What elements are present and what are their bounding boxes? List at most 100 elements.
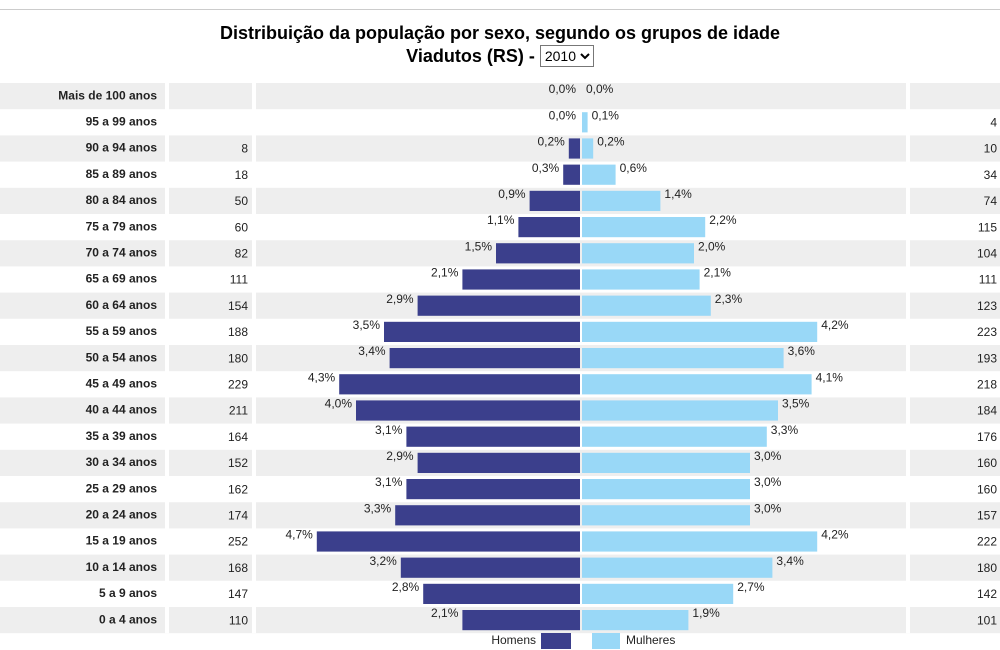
count-label: 60 xyxy=(235,220,249,234)
male-bar xyxy=(389,348,580,369)
female-bar xyxy=(582,138,594,159)
count-label: 160 xyxy=(977,456,997,470)
percent-label: 3,5% xyxy=(782,397,810,411)
percent-label: 3,4% xyxy=(358,344,386,358)
female-bar xyxy=(582,190,661,211)
female-bar xyxy=(582,610,689,631)
column-gap xyxy=(906,83,910,634)
male-bar xyxy=(316,531,580,552)
year-select[interactable]: 2010 xyxy=(539,45,594,67)
female-bar xyxy=(582,295,711,316)
chart-title: Distribuição da população por sexo, segu… xyxy=(219,23,781,43)
male-bar xyxy=(563,164,580,185)
percent-label: 3,3% xyxy=(364,501,392,515)
count-label: 176 xyxy=(977,430,997,444)
count-label: 222 xyxy=(977,535,997,549)
percent-label: 0,0% xyxy=(549,108,577,122)
male-bar xyxy=(406,479,580,500)
count-label: 218 xyxy=(977,377,997,391)
percent-label: 2,1% xyxy=(431,606,459,620)
percent-label: 3,0% xyxy=(754,449,782,463)
legend-label: Homens xyxy=(491,633,536,647)
age-label: 40 a 44 anos xyxy=(86,403,158,417)
count-label: 111 xyxy=(979,273,998,287)
female-bar xyxy=(582,321,818,342)
female-bar xyxy=(582,243,694,264)
age-label: 5 a 9 anos xyxy=(99,586,157,600)
count-label: 4 xyxy=(990,115,997,129)
age-label: 35 a 39 anos xyxy=(86,429,158,443)
percent-label: 0,2% xyxy=(597,135,625,149)
percent-label: 0,2% xyxy=(537,135,565,149)
percent-label: 4,3% xyxy=(308,370,336,384)
percent-label: 0,1% xyxy=(592,108,620,122)
percent-label: 4,1% xyxy=(816,370,844,384)
age-label: 90 a 94 anos xyxy=(86,141,158,155)
count-label: 8 xyxy=(241,142,248,156)
percent-label: 4,2% xyxy=(821,318,849,332)
male-bar xyxy=(400,557,580,578)
percent-label: 2,9% xyxy=(386,449,414,463)
age-label: 30 a 34 anos xyxy=(86,455,158,469)
legend-swatch xyxy=(541,633,571,649)
count-label: 188 xyxy=(228,325,248,339)
divider xyxy=(0,9,1000,10)
percent-label: 3,1% xyxy=(375,475,403,489)
count-label: 154 xyxy=(228,299,248,313)
male-bar xyxy=(462,269,580,290)
percent-label: 3,2% xyxy=(369,554,397,568)
age-label: 25 a 29 anos xyxy=(86,481,158,495)
count-label: 180 xyxy=(977,561,997,575)
age-label: 45 a 49 anos xyxy=(86,376,158,390)
male-bar xyxy=(384,321,580,342)
legend-label: Mulheres xyxy=(626,633,675,647)
female-bar xyxy=(582,217,706,238)
female-bar xyxy=(582,348,784,369)
percent-label: 4,0% xyxy=(325,397,353,411)
percent-label: 2,3% xyxy=(715,292,743,306)
male-bar xyxy=(356,400,580,421)
female-bar xyxy=(582,164,616,185)
count-label: 152 xyxy=(228,456,248,470)
count-label: 229 xyxy=(228,377,248,391)
female-bar xyxy=(582,479,750,500)
age-label: 80 a 84 anos xyxy=(86,193,158,207)
count-label: 211 xyxy=(229,404,248,418)
percent-label: 0,0% xyxy=(549,82,577,96)
subtitle-text: Viadutos (RS) - xyxy=(406,46,540,66)
count-label: 111 xyxy=(230,273,249,287)
age-label: 75 a 79 anos xyxy=(86,219,158,233)
percent-label: 2,7% xyxy=(737,580,765,594)
percent-label: 2,1% xyxy=(704,266,732,280)
male-bar xyxy=(568,138,580,159)
female-bar xyxy=(582,531,818,552)
male-bar xyxy=(406,426,580,447)
count-label: 74 xyxy=(984,194,998,208)
percent-label: 1,5% xyxy=(465,239,493,253)
age-label: 15 a 19 anos xyxy=(86,534,158,548)
column-gap xyxy=(165,83,169,634)
count-label: 18 xyxy=(235,168,249,182)
count-label: 82 xyxy=(235,246,249,260)
count-label: 104 xyxy=(977,246,997,260)
female-bar xyxy=(582,452,750,473)
percent-label: 4,7% xyxy=(285,528,313,542)
count-label: 142 xyxy=(977,587,997,601)
female-bar xyxy=(582,374,812,395)
percent-label: 0,6% xyxy=(620,161,648,175)
count-label: 162 xyxy=(228,482,248,496)
count-label: 34 xyxy=(984,168,998,182)
percent-label: 3,6% xyxy=(788,344,816,358)
percent-label: 3,0% xyxy=(754,501,782,515)
female-bar xyxy=(582,269,700,290)
female-bar xyxy=(582,583,734,604)
percent-label: 2,9% xyxy=(386,292,414,306)
percent-label: 2,8% xyxy=(392,580,420,594)
percent-label: 1,1% xyxy=(487,213,515,227)
column-gap xyxy=(252,83,256,634)
female-bar xyxy=(582,426,767,447)
age-label: Mais de 100 anos xyxy=(58,88,157,102)
percent-label: 2,0% xyxy=(698,239,726,253)
percent-label: 2,1% xyxy=(431,266,459,280)
